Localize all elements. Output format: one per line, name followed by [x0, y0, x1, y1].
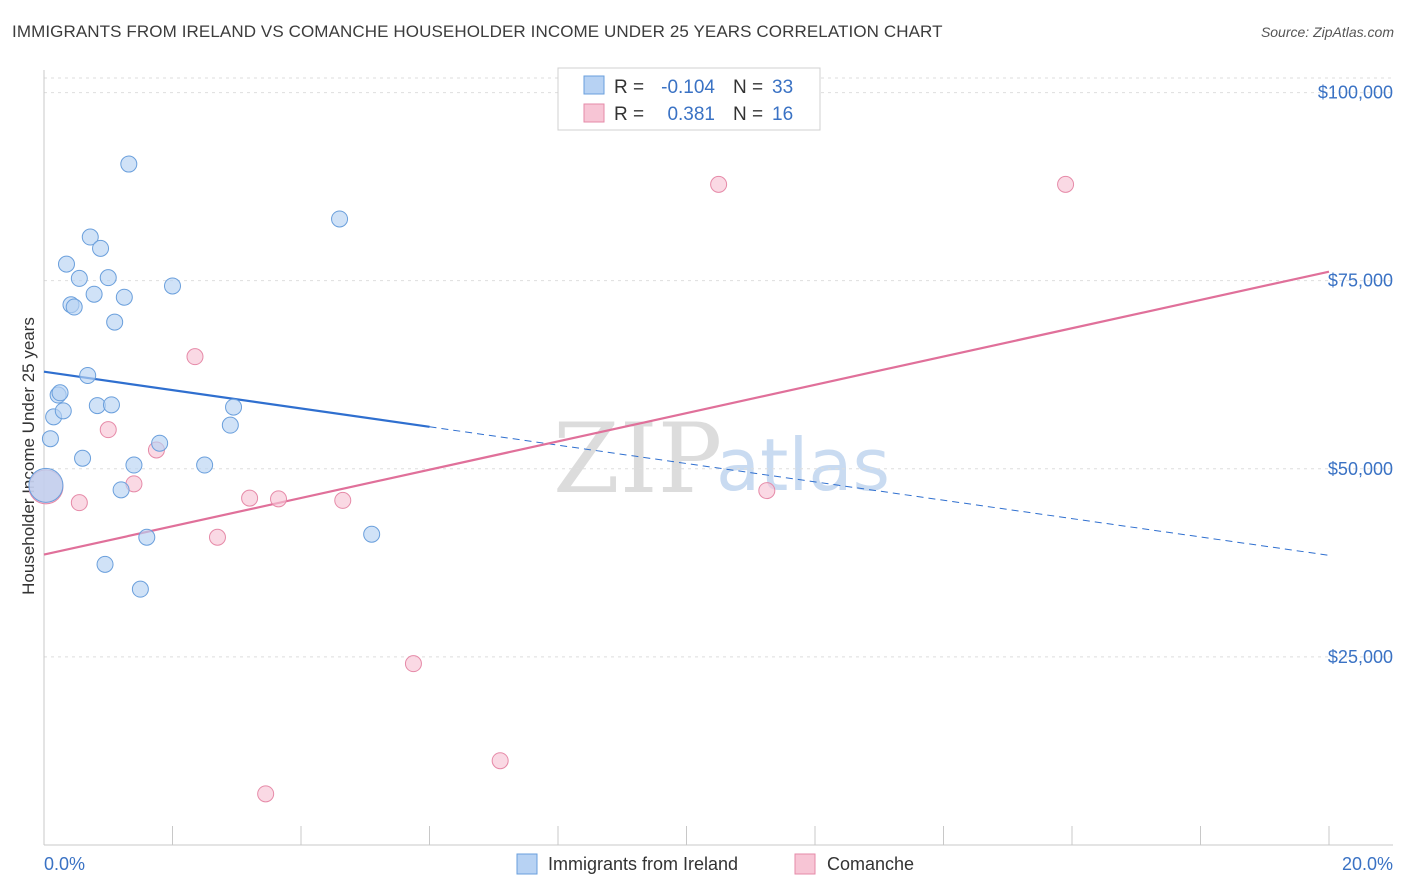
comanche-point-2 [99, 421, 117, 439]
ireland-point-5 [54, 402, 72, 420]
ireland-point-1 [41, 430, 59, 448]
comanche-point-9 [270, 490, 288, 508]
ireland-point-26 [151, 434, 169, 452]
comanche-point-11 [404, 655, 422, 673]
watermark-zip: ZIP [553, 403, 722, 515]
comanche-point-12 [491, 752, 509, 770]
chart-title: IMMIGRANTS FROM IRELAND VS COMANCHE HOUS… [12, 22, 943, 41]
watermark-atlas: atlas [716, 423, 890, 507]
ireland-point-4 [51, 384, 69, 402]
ireland-point-30 [225, 398, 243, 416]
y-tick-label-0: $25,000 [1328, 647, 1393, 667]
stats-legend: R = -0.104 N = 33 R = 0.381 N = 16 [557, 67, 821, 131]
y-tick-label-1: $50,000 [1328, 459, 1393, 479]
legend-swatch-comanche [583, 103, 605, 123]
ireland-point-9 [70, 269, 88, 287]
ireland-point-23 [125, 456, 143, 474]
y-tick-label-2: $75,000 [1328, 271, 1393, 291]
legend-r-label-2: R = [614, 104, 644, 125]
ireland-point-18 [102, 396, 120, 414]
ireland-point-28 [196, 456, 214, 474]
y-axis-label: Householder Income Under 25 years [19, 317, 38, 595]
series-legend-label-comanche: Comanche [827, 854, 914, 874]
comanche-point-6 [208, 528, 226, 546]
ireland-point-6 [57, 255, 75, 273]
legend-n-value-1: 33 [772, 77, 793, 98]
y-tick-label-3: $100,000 [1318, 83, 1393, 103]
ireland-point-15 [92, 239, 110, 257]
ireland-point-11 [79, 366, 97, 384]
ireland-point-29 [221, 416, 239, 434]
comanche-point-1 [70, 494, 88, 512]
ireland-point-31 [331, 210, 349, 228]
x-tick-label-min: 0.0% [44, 854, 85, 874]
gridlines [44, 77, 1393, 658]
ireland-point-22 [120, 155, 138, 173]
series-legend: Immigrants from Ireland Comanche [516, 853, 914, 875]
ireland-point-17 [99, 269, 117, 287]
legend-n-label-1: N = [733, 77, 763, 98]
source-label: Source: ZipAtlas.com [1260, 24, 1394, 40]
ireland-point-24 [131, 580, 149, 598]
comanche-point-15 [1057, 175, 1075, 193]
comanche-points [28, 175, 1075, 803]
ireland-point-0 [28, 467, 64, 503]
trend-line-comanche [43, 270, 1330, 556]
series-legend-label-ireland: Immigrants from Ireland [548, 854, 738, 874]
legend-swatch-ireland [583, 75, 605, 95]
y-tick-labels: $25,000 $50,000 $75,000 $100,000 [1318, 83, 1393, 667]
comanche-point-14 [758, 482, 776, 500]
comanche-point-13 [710, 175, 728, 193]
comanche-point-8 [257, 785, 275, 803]
ireland-point-21 [115, 288, 133, 306]
comanche-point-5 [186, 348, 204, 366]
ireland-point-10 [74, 449, 92, 467]
comanche-point-7 [241, 489, 259, 507]
ireland-point-20 [112, 481, 130, 499]
ireland-point-12 [81, 228, 99, 246]
legend-r-value-2: 0.381 [667, 104, 715, 125]
x-ticks [43, 826, 1330, 845]
comanche-point-10 [334, 491, 352, 509]
ireland-point-8 [65, 298, 83, 316]
series-legend-swatch-ireland [516, 853, 538, 875]
legend-n-value-2: 16 [772, 104, 793, 125]
ireland-point-14 [88, 397, 106, 415]
ireland-point-13 [85, 285, 103, 303]
legend-n-label-2: N = [733, 104, 763, 125]
x-tick-label-max: 20.0% [1342, 854, 1393, 874]
ireland-point-25 [138, 528, 156, 546]
ireland-point-19 [106, 313, 124, 331]
ireland-point-27 [164, 277, 181, 295]
ireland-point-32 [363, 525, 381, 543]
legend-r-label-1: R = [614, 77, 644, 98]
legend-r-value-1: -0.104 [661, 77, 715, 98]
axes [43, 70, 1393, 846]
ireland-point-16 [96, 555, 114, 573]
series-legend-swatch-comanche [794, 853, 816, 875]
ireland-points [28, 155, 381, 598]
trend-line-ireland-extension [429, 426, 1330, 556]
